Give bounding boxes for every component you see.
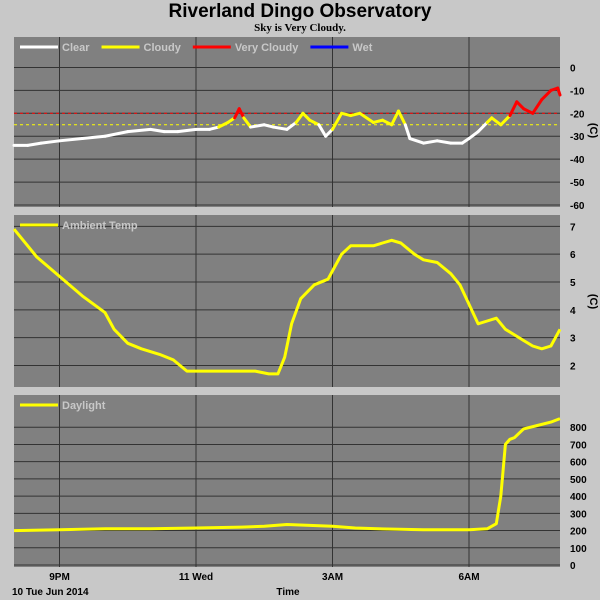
chart-panels: 0 -10 -20 -30 -40 -50 -60 (C) Clear Cloudy Very Cl… — [12, 37, 599, 572]
sky-series-segment — [149, 127, 166, 134]
sky-series-segment — [508, 100, 519, 118]
sky-series-segment — [26, 141, 43, 147]
x-tick-label: 9PM — [49, 572, 70, 583]
sky-series-segment — [103, 130, 130, 138]
legend-label: Very Cloudy — [235, 42, 299, 54]
x-axis: 9PM 11 Wed 3AM 6AM — [49, 572, 479, 583]
sky-series-segment — [126, 127, 152, 134]
sky-series-segment — [390, 109, 400, 127]
y-tick-label: 7 — [570, 222, 576, 233]
y-tick-label: 200 — [570, 527, 587, 538]
legend-label: Ambient Temp — [62, 220, 138, 232]
y-tick-label: 600 — [570, 458, 587, 469]
sky-series-segment — [249, 123, 266, 129]
y-tick-label: 4 — [570, 306, 576, 317]
y-tick-label: -40 — [570, 155, 585, 166]
sky-series-segment — [422, 139, 439, 145]
plot-area — [14, 215, 560, 387]
panel-1: 0 -10 -20 -30 -40 -50 -60 (C) Clear Cloudy Very Cl… — [12, 37, 599, 212]
sky-series-segment — [271, 125, 289, 131]
sky-series-segment — [396, 109, 407, 127]
y-tick-label: 700 — [570, 440, 587, 451]
x-tick-label: 11 Wed — [179, 572, 213, 583]
y-axis-unit: (C) — [587, 123, 599, 139]
sky-series-segment — [331, 111, 344, 131]
y-tick-label: -60 — [570, 201, 585, 212]
chart-title: Riverland Dingo Observatory — [168, 1, 432, 22]
sky-series-segment — [317, 123, 328, 138]
sky-series-segment — [408, 137, 425, 145]
sky-series-segment — [358, 111, 375, 124]
sky-series-segment — [499, 114, 512, 127]
y-tick-label: 500 — [570, 475, 587, 486]
sky-series-segment — [237, 107, 246, 120]
sky-series-segment — [467, 130, 480, 141]
sky-series-segment — [242, 116, 253, 129]
sky-series-segment — [285, 120, 298, 131]
legend-label: Wet — [352, 42, 372, 54]
sky-series-segment — [39, 139, 61, 145]
sky-series-segment — [349, 111, 362, 118]
sky-series-segment — [540, 88, 553, 102]
sky-series-segment — [58, 137, 84, 143]
y-tick-label: 800 — [570, 423, 587, 434]
y-tick-label: 5 — [570, 278, 576, 289]
x-tick-label: 3AM — [322, 572, 343, 583]
sky-series-segment — [515, 100, 526, 111]
x-tick-label: 6AM — [458, 572, 479, 583]
sky-series-segment — [490, 116, 503, 127]
y-tick-label: 300 — [570, 509, 587, 520]
sky-series-segment — [308, 118, 321, 127]
y-tick-label: -10 — [570, 86, 585, 97]
plot-area — [14, 37, 560, 207]
series-line-3 — [13, 417, 561, 533]
y-tick-label: 400 — [570, 492, 587, 503]
y-tick-label: -50 — [570, 178, 585, 189]
legend-label: Cloudy — [144, 42, 182, 54]
sky-series-segment — [176, 127, 198, 134]
x-axis-title: Time — [276, 587, 300, 598]
y-tick-label: 2 — [570, 362, 576, 373]
sky-series-segment — [294, 111, 305, 124]
sky-series-segment — [217, 120, 230, 129]
y-tick-label: -30 — [570, 132, 585, 143]
panel-3: 800 700 600 500 400 300 200 100 0 Daylight — [13, 395, 587, 572]
y-tick-label: 6 — [570, 250, 576, 261]
y-tick-label: 0 — [570, 63, 576, 74]
plot-area — [14, 395, 560, 567]
x-axis-date-label: 10 Tue Jun 2014 — [12, 587, 89, 598]
sky-series-segment — [531, 98, 544, 115]
y-tick-label: 0 — [570, 561, 576, 572]
sky-series-segment — [435, 139, 453, 145]
sky-series-segment — [371, 118, 385, 124]
sky-series-segment — [476, 120, 489, 134]
y-tick-label: 3 — [570, 334, 576, 345]
sky-series-segment — [262, 123, 275, 129]
y-tick-label: -20 — [570, 109, 585, 120]
series-line-2 — [12, 228, 562, 376]
sky-series-segment — [522, 107, 535, 115]
sky-series-segment — [80, 134, 107, 141]
sky-series-segment — [340, 111, 353, 118]
sky-series-segment — [301, 111, 312, 122]
panel-2: 7 6 5 4 3 2 (C) Ambient Temp — [12, 215, 599, 387]
legend-label: Clear — [62, 42, 90, 54]
sky-series-segment — [324, 127, 334, 138]
sky-series-segment — [556, 86, 562, 97]
sky-series-segment — [208, 125, 221, 131]
sky-series-segment — [381, 118, 394, 127]
sky-series-segment — [403, 123, 412, 141]
y-axis-unit: (C) — [587, 294, 599, 310]
chart-subtitle: Sky is Very Cloudy. — [254, 22, 346, 34]
legend-label: Daylight — [62, 400, 106, 412]
y-tick-label: 100 — [570, 544, 587, 555]
